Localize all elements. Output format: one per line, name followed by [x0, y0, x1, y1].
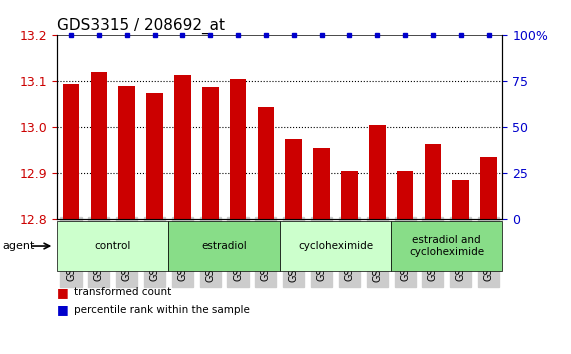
Text: ■: ■	[57, 286, 69, 298]
Text: ■: ■	[57, 303, 69, 316]
Bar	[480, 157, 497, 219]
Text: percentile rank within the sample: percentile rank within the sample	[74, 305, 250, 315]
Bar	[286, 139, 302, 219]
Bar	[341, 171, 357, 219]
Bar	[369, 125, 385, 219]
Bar	[425, 143, 441, 219]
Bar	[397, 171, 413, 219]
Bar	[63, 84, 79, 219]
Text: agent: agent	[3, 241, 35, 251]
Bar	[452, 180, 469, 219]
Bar	[258, 107, 274, 219]
Bar	[174, 74, 191, 219]
Bar	[90, 72, 107, 219]
Text: estradiol: estradiol	[201, 241, 247, 251]
Text: transformed count: transformed count	[74, 287, 171, 297]
Bar	[202, 87, 219, 219]
Bar	[230, 79, 247, 219]
Bar	[313, 148, 330, 219]
Text: control: control	[95, 241, 131, 251]
Text: estradiol and
cycloheximide: estradiol and cycloheximide	[409, 235, 484, 257]
Bar	[118, 86, 135, 219]
Text: cycloheximide: cycloheximide	[298, 241, 373, 251]
Bar	[146, 93, 163, 219]
Text: GDS3315 / 208692_at: GDS3315 / 208692_at	[57, 18, 225, 34]
